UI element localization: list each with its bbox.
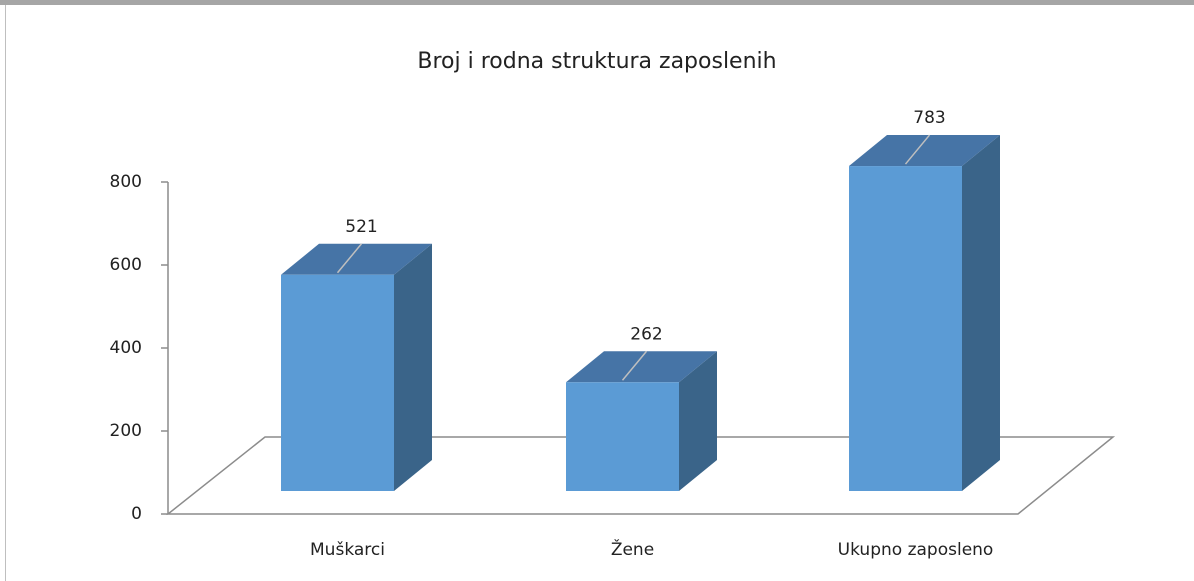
- bar: [566, 350, 717, 491]
- bar-front: [849, 166, 962, 491]
- value-label: 262: [630, 324, 662, 344]
- top-border: [0, 0, 1194, 5]
- value-label: 783: [913, 108, 945, 128]
- x-tick-label: Ukupno zaposleno: [838, 540, 994, 560]
- y-tick-label: 200: [110, 421, 142, 441]
- leader-line: [904, 134, 931, 165]
- floor: [165, 436, 1116, 515]
- bar: [281, 243, 432, 491]
- bar-top: [281, 243, 432, 275]
- bar-top: [566, 351, 717, 383]
- leader-line: [621, 350, 648, 381]
- y-tick-label: 800: [110, 172, 142, 192]
- bar-side: [679, 351, 717, 491]
- bar-side: [962, 135, 1000, 491]
- bar-side: [394, 243, 432, 491]
- bar-front: [281, 274, 394, 491]
- bar: [849, 134, 1000, 491]
- chart-title: Broj i rodna struktura zaposlenih: [417, 49, 776, 74]
- y-tick-label: 0: [131, 504, 142, 524]
- y-tick-label: 600: [110, 255, 142, 275]
- x-tick-label: Žene: [611, 538, 654, 560]
- bar-front: [566, 382, 679, 491]
- leader-line: [336, 243, 363, 274]
- value-label: 521: [345, 217, 377, 237]
- y-tick-label: 400: [110, 338, 142, 358]
- bar-top: [849, 135, 1000, 167]
- x-tick-label: Muškarci: [310, 540, 385, 560]
